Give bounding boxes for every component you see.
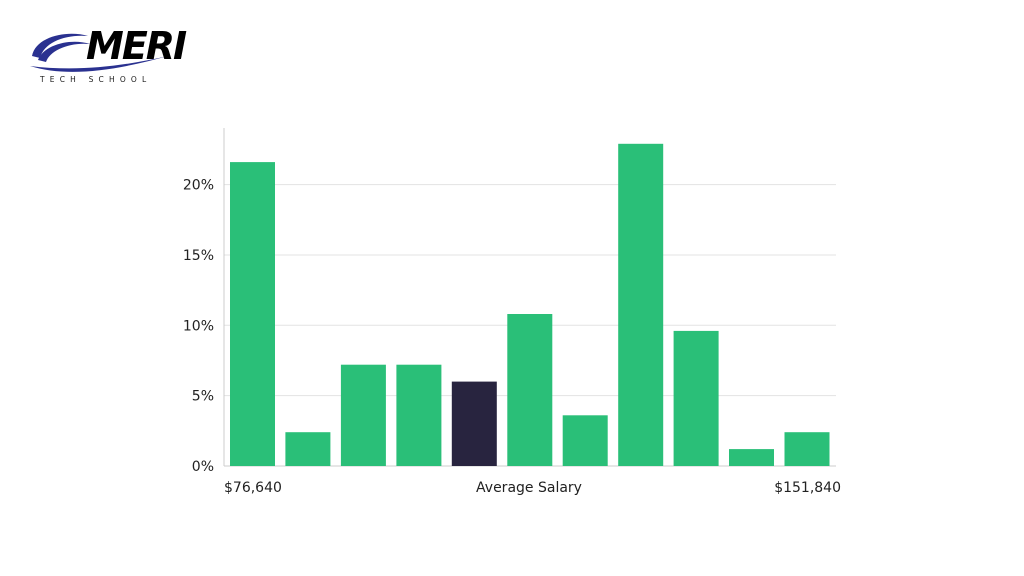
bar [285,432,331,466]
bar [673,330,719,466]
y-tick-labels: 0% 5% 10% 15% 20% [183,178,214,475]
bar-highlighted [451,381,497,466]
y-tick-label: 15% [183,248,214,264]
logo-subtitle: TECH SCHOOL [40,75,152,84]
logo-name: MERI [86,24,187,68]
bar [562,415,608,466]
bar [729,449,774,466]
y-tick-label: 0% [192,459,214,475]
x-max-label: $151,840 [774,480,841,496]
bar [618,143,664,467]
logo-wave-icon [30,33,168,72]
bars [230,143,830,467]
bar [507,314,553,466]
bar [230,162,275,466]
x-axis-title: Average Salary [476,480,582,496]
y-tick-label: 20% [183,178,214,194]
bar [396,364,442,466]
x-min-label: $76,640 [224,480,282,496]
y-tick-label: 5% [192,389,214,405]
bar [784,432,830,466]
y-tick-label: 10% [183,318,214,334]
bar [340,364,386,466]
logo: MERI TECH SCHOOL [28,26,187,90]
